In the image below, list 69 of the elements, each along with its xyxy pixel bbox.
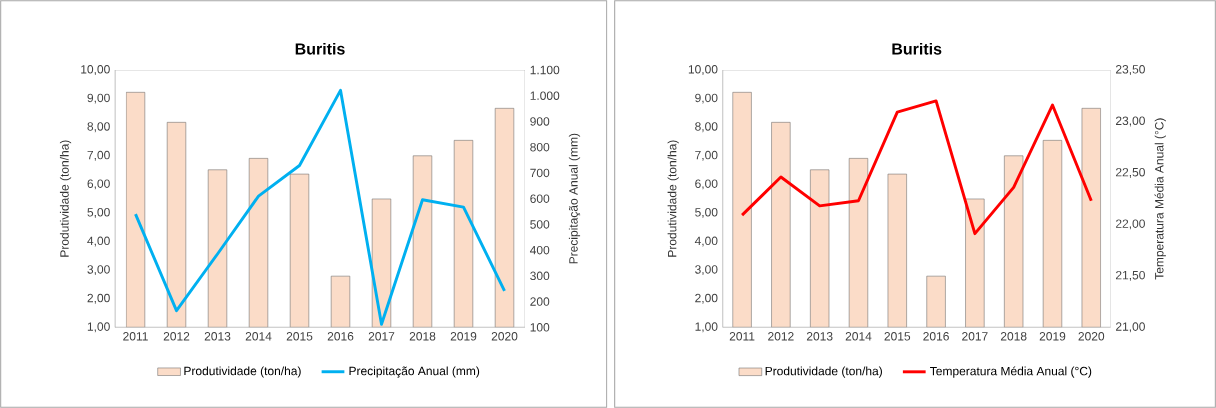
y-tick-label: 2,00 (87, 293, 110, 304)
x-tick-label: 2015 (286, 332, 313, 341)
y2-tick-label: 23,00 (1116, 116, 1145, 127)
x-tick-label: 2014 (245, 332, 272, 341)
y2-tick-label: 22,00 (1116, 219, 1145, 230)
y2-tick-label: 300 (530, 271, 550, 281)
y-tick-label: 9,00 (695, 93, 718, 104)
y-tick-label: 10,00 (81, 65, 110, 75)
x-tick-label: 2011 (123, 332, 148, 341)
y-tick-label: 6,00 (695, 179, 718, 190)
x-tick-label: 2018 (409, 332, 436, 341)
y-tick-label: 4,00 (694, 236, 718, 247)
y-tick-label: 1,00 (87, 322, 110, 333)
x-tick-label: 2020 (1078, 332, 1105, 341)
legend-label: Produtividade (ton/ha) (765, 366, 882, 378)
y2-tick-label: 400 (529, 245, 550, 255)
y2-tick-label: 200 (530, 297, 550, 306)
y-tick-label: 10,00 (688, 65, 718, 75)
line-series (134, 88, 506, 326)
y-axis-title: Produtividade (ton/ha) (59, 140, 72, 257)
legend-label: Precipitação Anual (mm) (349, 366, 480, 378)
y-tick-label: 8,00 (87, 122, 110, 133)
x-tick-label: 2017 (962, 332, 988, 341)
x-tick-label: 2013 (806, 332, 833, 341)
y2-axis-title: Temperatura Média Anual (°C) (1154, 118, 1166, 280)
x-tick-label: 2013 (204, 332, 231, 341)
y-tick-label: 1,00 (695, 322, 718, 333)
y-tick-label: 6,00 (87, 179, 110, 190)
y2-tick-label: 600 (530, 194, 550, 203)
y-tick-label: 5,00 (695, 208, 718, 218)
y2-tick-label: 900 (530, 117, 550, 126)
x-tick-label: 2017 (368, 332, 395, 341)
y2-tick-label: 21,50 (1116, 270, 1145, 281)
y-tick-label: 3,00 (695, 265, 718, 276)
y2-tick-label: 100 (530, 323, 550, 332)
x-tick-label: 2014 (845, 332, 872, 341)
x-tick-label: 2015 (884, 332, 911, 341)
x-tick-label: 2018 (1000, 332, 1027, 341)
y2-tick-label: 22,50 (1116, 167, 1145, 178)
y-tick-label: 9,00 (87, 93, 110, 104)
y-tick-label: 5,00 (87, 208, 110, 218)
x-tick-label: 2016 (327, 332, 354, 341)
y-tick-label: 7,00 (87, 150, 110, 161)
y2-tick-label: 21,00 (1116, 322, 1145, 333)
y2-tick-label: 800 (530, 142, 550, 152)
legend-label: Produtividade (ton/ha) (184, 366, 301, 378)
y2-tick-label: 700 (530, 168, 550, 178)
legend-label: Temperatura Média Anual (°C) (930, 366, 1092, 378)
y-axis-title: Produtividade (ton/ha) (667, 140, 679, 257)
x-tick-label: 2020 (491, 332, 518, 341)
line-series (740, 99, 1093, 236)
x-tick-label: 2011 (729, 332, 755, 341)
x-tick-label: 2016 (923, 332, 949, 341)
y-tick-label: 2,00 (695, 293, 718, 304)
chart-title: Buritis (295, 42, 345, 55)
y2-tick-label: 500 (530, 220, 550, 229)
y-tick-label: 8,00 (695, 122, 718, 133)
y2-tick-label: 23,50 (1116, 65, 1145, 75)
y2-tick-label: 1.000 (530, 91, 560, 100)
y2-axis-title: Precipitação Anual (mm) (568, 133, 581, 264)
chart-title: Buritis (892, 42, 942, 55)
y-tick-label: 4,00 (87, 236, 110, 247)
y2-tick-label: 1.100 (530, 65, 560, 75)
y-tick-label: 3,00 (87, 265, 110, 276)
y-tick-label: 7,00 (695, 150, 718, 161)
x-tick-label: 2019 (1039, 332, 1066, 341)
x-tick-label: 2019 (450, 332, 477, 341)
x-tick-label: 2012 (768, 332, 794, 341)
x-tick-label: 2012 (163, 332, 190, 341)
